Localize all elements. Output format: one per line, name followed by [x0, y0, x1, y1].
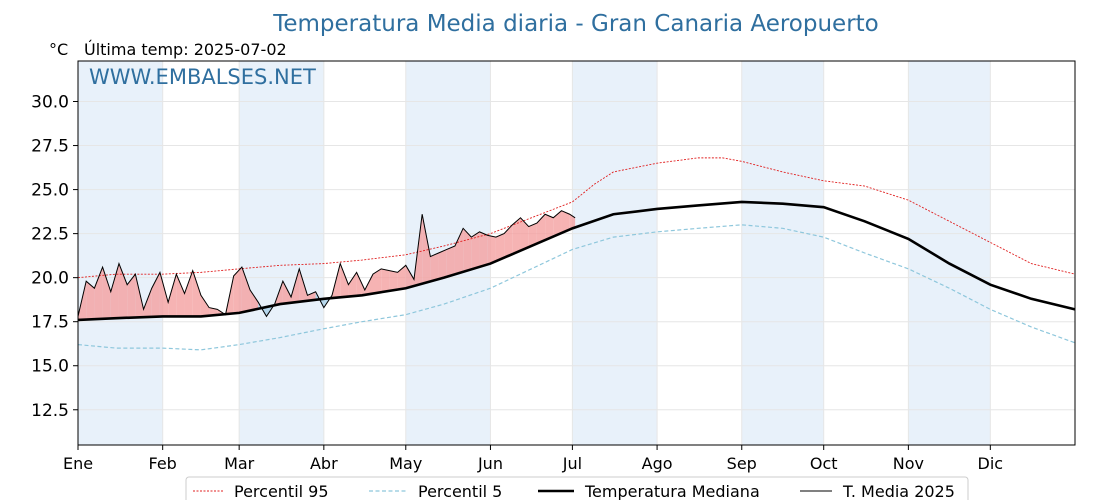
anomaly-fill-segment	[102, 267, 111, 319]
anomaly-fill-segment	[454, 228, 464, 275]
legend-p95-label: Percentil 95	[234, 482, 329, 500]
anomaly-fill-segment	[545, 214, 554, 241]
p5-line	[77, 224, 1076, 351]
anomaly-fill-segment	[176, 274, 185, 317]
x-tick-label: Jul	[562, 454, 582, 473]
y-tick-label: 17.5	[31, 313, 69, 333]
anomaly-fill-segment	[192, 270, 201, 317]
anomaly-fill-segment	[110, 263, 119, 319]
anomaly-fill-segment	[553, 210, 562, 237]
anomaly-fill-segment	[348, 272, 357, 297]
x-tick-label: May	[389, 454, 422, 473]
anomaly-fill-segment	[127, 274, 136, 318]
month-band	[239, 61, 324, 445]
y-axis: 12.5 15.0 17.5 20.0 22.5 25.0 27.5 30.0	[31, 93, 78, 421]
anomaly-fill-segment	[356, 272, 365, 296]
anomaly-fills	[78, 210, 576, 320]
legend-current-label: T. Media 2025	[842, 482, 955, 500]
anomaly-fill-segment	[364, 274, 374, 295]
anomaly-fill-segment	[209, 307, 218, 316]
anomaly-fill-segment	[94, 267, 103, 320]
last-temp-label: Última temp: 2025-07-02	[84, 40, 287, 59]
month-bands	[78, 61, 991, 445]
anomaly-fill-segment	[397, 265, 406, 290]
anomaly-fill-segment	[512, 217, 521, 255]
x-tick-label: Ago	[642, 454, 673, 473]
month-band	[908, 61, 991, 445]
anomaly-fill-segment	[504, 224, 513, 258]
p95-line	[77, 157, 1076, 279]
anomaly-fill-segment	[389, 270, 398, 291]
month-band	[572, 61, 658, 445]
anomaly-fill-segment	[151, 272, 160, 317]
x-tick-label: Nov	[893, 454, 924, 473]
anomaly-fill-segment	[250, 289, 259, 311]
y-tick-label: 25.0	[31, 181, 69, 201]
y-tick-label: 27.5	[31, 137, 69, 157]
anomaly-fill-segment	[569, 214, 576, 230]
anomaly-fill-segment	[340, 263, 349, 298]
anomaly-fill-segment	[561, 210, 570, 234]
anomaly-fill-segment	[446, 245, 455, 277]
anomaly-fill-segment	[438, 249, 447, 280]
x-tick-label: Oct	[810, 454, 838, 473]
anomaly-fill-segment	[471, 231, 480, 270]
watermark: WWW.EMBALSES.NET	[89, 65, 316, 89]
anomaly-fill-segment	[373, 268, 382, 294]
x-tick-label: Mar	[224, 454, 255, 473]
anomaly-fill-segment	[200, 295, 210, 317]
x-tick-label: Ene	[63, 454, 93, 473]
anomaly-fill-segment	[184, 270, 193, 317]
anomaly-fill-segment	[159, 272, 169, 317]
y-tick-label: 30.0	[31, 93, 69, 113]
unit-label: °C	[49, 40, 68, 59]
anomaly-fill-segment	[241, 267, 251, 313]
anomaly-fill-segment	[233, 267, 242, 314]
current-line	[77, 210, 576, 318]
series-lines	[77, 157, 1076, 351]
anomaly-fill-segment	[528, 223, 537, 248]
month-band	[741, 61, 824, 445]
median-line	[77, 200, 1076, 322]
anomaly-fill-segment	[118, 263, 128, 319]
anomaly-fill-segment	[422, 214, 431, 284]
x-axis: Ene Feb Mar Abr May Jun Jul Ago Sep Oct Nov Dic	[63, 445, 1003, 473]
month-band	[78, 61, 163, 445]
legend-median-label: Temperatura Mediana	[584, 482, 760, 500]
anomaly-fill-segment	[520, 217, 529, 251]
legend-box	[185, 476, 969, 500]
legend-p5-label: Percentil 5	[418, 482, 502, 500]
anomaly-fill-segment	[168, 274, 177, 317]
y-tick-label: 12.5	[31, 401, 69, 421]
plot-frame	[77, 60, 1076, 446]
x-tick-label: Feb	[149, 454, 177, 473]
legend: Percentil 95 Percentil 5 Temperatura Media…	[185, 476, 969, 500]
x-tick-label: Dic	[978, 454, 1004, 473]
anomaly-fill-segment	[282, 281, 292, 304]
anomaly-fill-segment	[479, 231, 488, 267]
chart-title: Temperatura Media diaria - Gran Canaria …	[272, 11, 879, 37]
anomaly-fill-segment	[143, 288, 152, 318]
anomaly-fill-segment	[307, 291, 316, 301]
x-tick-label: Jun	[477, 454, 503, 473]
y-tick-label: 22.5	[31, 225, 69, 245]
anomaly-fill-segment	[86, 281, 95, 320]
anomaly-fill-segment	[463, 228, 472, 272]
anomaly-fill-segment	[495, 233, 505, 262]
anomaly-fill-segment	[430, 253, 439, 282]
x-tick-label: Sep	[727, 454, 757, 473]
y-tick-label: 15.0	[31, 357, 69, 377]
anomaly-fill-segment	[381, 268, 390, 293]
y-tick-label: 20.0	[31, 269, 69, 289]
x-tick-label: Abr	[310, 454, 338, 473]
anomaly-fill-segment	[405, 265, 414, 289]
anomaly-fill-segment	[487, 235, 496, 265]
